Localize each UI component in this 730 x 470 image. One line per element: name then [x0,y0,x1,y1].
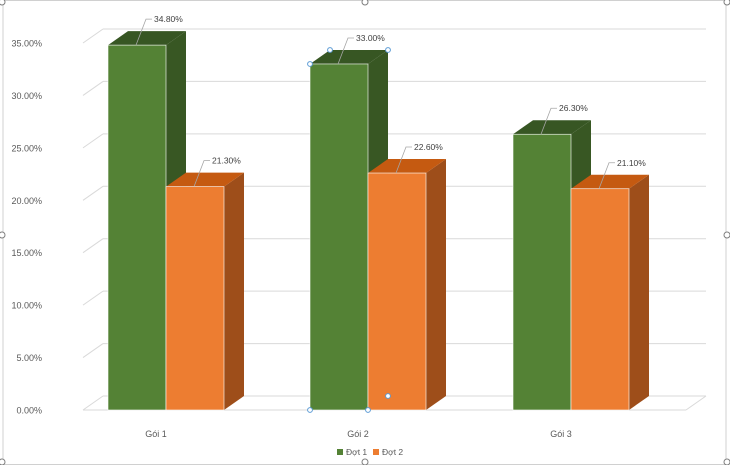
bar-top[interactable] [368,159,446,174]
selection-handle[interactable] [365,407,371,413]
data-label: 22.60% [414,142,443,152]
y-tick-label: 10.00% [11,301,42,311]
legend-label: Đợt 2 [382,447,403,457]
x-tick-label: Gói 3 [550,429,572,439]
gridline-depth [82,290,104,306]
data-label: 21.10% [617,158,646,168]
bar-side[interactable] [426,159,446,410]
gridline-depth [82,238,104,254]
y-tick-label: 20.00% [11,196,42,206]
data-label-leader [598,162,615,189]
data-label: 26.30% [559,103,588,113]
y-tick-label: 15.00% [11,248,42,258]
bar-front[interactable] [165,186,225,411]
bar-top[interactable] [513,120,591,135]
resize-handle[interactable] [0,458,6,466]
resize-handle[interactable] [361,458,369,466]
resize-handle[interactable] [723,231,730,239]
legend-swatch [373,449,379,455]
selection-handle[interactable] [327,47,333,53]
selection-handle[interactable] [307,407,313,413]
bar-2-3[interactable] [570,174,649,411]
gridline-depth [82,343,104,358]
bar-2-1[interactable] [165,172,244,411]
resize-handle[interactable] [0,0,6,6]
bar-front[interactable] [367,172,427,411]
data-label-leader [540,107,557,135]
data-label: 33.00% [356,33,385,43]
x-tick-label: Gói 1 [145,429,167,439]
data-label-leader [395,146,412,174]
bar-2-2[interactable] [367,159,446,411]
bar-1-1[interactable] [107,31,186,411]
y-tick-label: 35.00% [11,39,42,49]
gridline-depth [82,81,104,96]
resize-handle[interactable] [723,458,730,466]
data-label-leader [135,18,152,46]
floor-edge-depth [685,395,707,411]
resize-handle[interactable] [723,0,730,6]
bar-side[interactable] [224,172,244,410]
resize-handle[interactable] [0,231,6,239]
data-label: 21.30% [212,156,241,166]
data-label-leader [337,37,354,65]
data-label: 34.80% [154,14,183,24]
bar-top[interactable] [571,174,649,189]
legend-label: Đợt 1 [346,447,367,457]
bar-front[interactable] [512,133,572,411]
y-tick-label: 5.00% [16,353,42,363]
resize-handle[interactable] [361,0,369,6]
y-tick-label: 25.00% [11,143,42,153]
y-tick-label: 30.00% [11,91,42,101]
bar-top[interactable] [166,172,244,187]
selection-handle[interactable] [385,393,391,399]
legend-swatch [337,449,343,455]
gridline-depth [82,133,104,149]
bar-front[interactable] [107,44,167,411]
bar-top[interactable] [310,49,388,64]
gridline-depth [82,395,104,411]
bar-front[interactable] [570,188,630,411]
data-label-leader [193,160,210,187]
x-tick-label: Gói 2 [347,429,369,439]
gridline-depth [82,185,104,201]
selection-handle[interactable] [385,47,391,53]
gridline-depth [82,28,104,44]
bar-side[interactable] [629,174,649,410]
y-tick-label: 0.00% [16,406,42,416]
bar-front[interactable] [309,63,369,411]
selection-handle[interactable] [307,61,313,67]
bar-top[interactable] [108,31,186,46]
